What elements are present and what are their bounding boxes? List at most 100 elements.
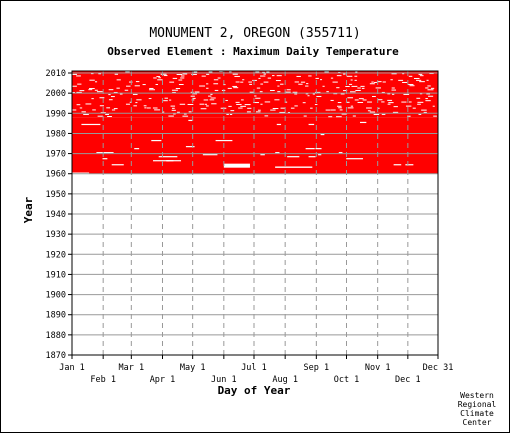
y-tick-label: 1960 bbox=[46, 170, 66, 180]
missing-day bbox=[319, 79, 323, 81]
missing-day bbox=[275, 80, 281, 82]
missing-day bbox=[99, 105, 104, 107]
missing-day bbox=[366, 107, 372, 109]
missing-day bbox=[359, 121, 367, 124]
missing-day bbox=[259, 91, 263, 93]
missing-day bbox=[262, 71, 265, 73]
missing-day bbox=[275, 166, 313, 168]
missing-day bbox=[260, 75, 266, 77]
missing-day bbox=[228, 105, 232, 107]
missing-day bbox=[419, 93, 423, 95]
missing-day bbox=[318, 154, 322, 156]
missing-day bbox=[246, 111, 251, 113]
missing-day bbox=[347, 97, 354, 99]
missing-day bbox=[169, 99, 172, 101]
missing-day bbox=[315, 77, 319, 79]
missing-day bbox=[390, 79, 393, 81]
missing-day bbox=[413, 77, 420, 79]
missing-day bbox=[99, 97, 105, 99]
missing-day bbox=[226, 113, 229, 115]
missing-day bbox=[210, 97, 216, 99]
missing-day bbox=[190, 95, 195, 97]
missing-day bbox=[244, 104, 251, 106]
missing-day bbox=[412, 107, 416, 109]
missing-day bbox=[235, 81, 240, 83]
missing-day bbox=[388, 102, 394, 104]
missing-day bbox=[357, 87, 361, 89]
y-tick-label: 1920 bbox=[46, 250, 66, 260]
missing-day bbox=[393, 106, 398, 108]
missing-day bbox=[85, 103, 92, 105]
y-axis-label: Year bbox=[22, 196, 35, 223]
missing-day bbox=[287, 112, 291, 114]
missing-day bbox=[257, 109, 261, 111]
missing-day bbox=[277, 85, 280, 87]
missing-day bbox=[81, 123, 101, 126]
missing-day bbox=[302, 102, 306, 104]
missing-day bbox=[134, 85, 140, 87]
missing-day bbox=[433, 115, 437, 117]
missing-day bbox=[88, 89, 93, 91]
missing-day bbox=[164, 97, 168, 99]
missing-day bbox=[172, 91, 176, 93]
missing-day bbox=[292, 91, 298, 93]
missing-day bbox=[325, 109, 331, 111]
missing-day bbox=[407, 84, 414, 86]
missing-day bbox=[135, 102, 138, 104]
missing-day bbox=[284, 91, 291, 93]
missing-day bbox=[72, 172, 90, 174]
missing-day bbox=[210, 93, 213, 95]
x-tick-label: Aug 1 bbox=[272, 375, 298, 385]
missing-day bbox=[312, 93, 315, 95]
missing-day bbox=[146, 107, 151, 109]
x-tick-label: Mar 1 bbox=[119, 363, 145, 373]
missing-day bbox=[308, 123, 315, 126]
missing-day bbox=[352, 115, 356, 117]
x-axis: Jan 1 Mar 1 May 1 Jul 1 Sep 1 Nov 1 Dec 31 Feb … bbox=[59, 355, 453, 385]
missing-day bbox=[76, 75, 81, 77]
missing-day bbox=[79, 90, 85, 92]
y-tick-label: 1990 bbox=[46, 109, 66, 119]
missing-day bbox=[367, 101, 372, 103]
data-block-sparse bbox=[72, 71, 438, 118]
missing-day bbox=[381, 91, 385, 93]
missing-day bbox=[252, 79, 257, 81]
missing-day bbox=[346, 158, 364, 160]
missing-day bbox=[98, 73, 101, 75]
missing-day bbox=[97, 115, 103, 117]
missing-day bbox=[375, 87, 381, 89]
missing-day bbox=[200, 108, 207, 110]
missing-day bbox=[355, 71, 358, 73]
missing-day bbox=[253, 102, 259, 104]
y-tick-label: 1890 bbox=[46, 311, 66, 321]
missing-day bbox=[338, 107, 342, 109]
missing-day bbox=[408, 75, 413, 77]
missing-day bbox=[92, 109, 96, 111]
missing-day bbox=[416, 79, 422, 81]
missing-day bbox=[417, 103, 421, 105]
missing-day bbox=[407, 115, 411, 117]
missing-day bbox=[211, 103, 217, 105]
missing-day bbox=[403, 93, 410, 95]
missing-day bbox=[194, 91, 200, 93]
missing-day bbox=[180, 75, 185, 77]
missing-day bbox=[345, 85, 350, 88]
missing-day bbox=[427, 85, 431, 87]
x-axis-label: Day of Year bbox=[218, 384, 291, 397]
grid-layer bbox=[72, 71, 438, 355]
missing-day bbox=[274, 99, 280, 101]
missing-day bbox=[362, 99, 367, 101]
missing-day bbox=[240, 105, 246, 107]
missing-day bbox=[423, 111, 427, 113]
missing-day bbox=[263, 73, 266, 75]
credit-line: Western bbox=[460, 391, 494, 400]
y-tick-label: 1910 bbox=[46, 270, 66, 280]
missing-day bbox=[153, 160, 170, 162]
missing-day bbox=[255, 111, 261, 113]
missing-day bbox=[300, 81, 306, 83]
missing-day bbox=[256, 87, 261, 89]
missing-day bbox=[77, 83, 82, 85]
missing-day bbox=[171, 109, 176, 111]
missing-day bbox=[178, 79, 183, 81]
missing-day bbox=[432, 105, 435, 107]
